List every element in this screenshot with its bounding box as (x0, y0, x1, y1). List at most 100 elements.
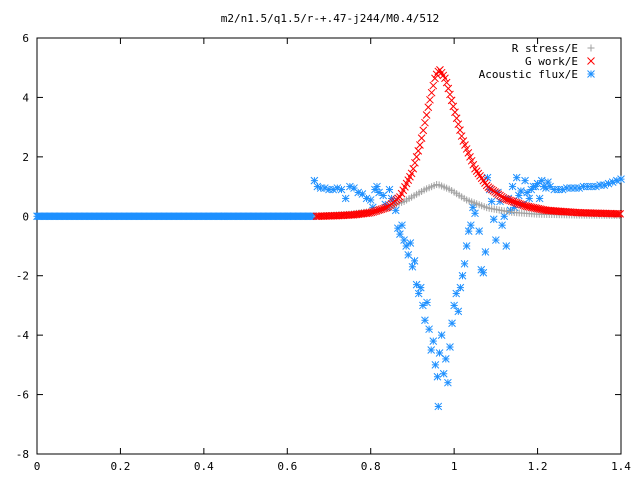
data-point (444, 84, 453, 93)
data-point (414, 289, 423, 298)
data-point (409, 164, 418, 173)
data-point (427, 88, 436, 97)
data-point (461, 141, 469, 149)
data-point (451, 108, 459, 117)
data-point (460, 259, 469, 268)
data-point (435, 349, 444, 357)
data-point (424, 103, 433, 112)
data-point (479, 268, 488, 277)
data-point (487, 197, 496, 206)
data-point (446, 343, 454, 351)
data-point (498, 221, 506, 230)
data-point (521, 176, 529, 185)
data-point (535, 194, 544, 203)
data-point (354, 188, 363, 197)
x-tick-label: 0.4 (194, 460, 214, 473)
x-tick-label: 0.8 (361, 460, 381, 473)
data-point (411, 158, 419, 167)
data-point (375, 188, 383, 197)
legend-marker (587, 70, 595, 78)
data-point (466, 221, 475, 230)
data-point (476, 172, 484, 180)
data-point (452, 289, 461, 298)
data-point (444, 378, 452, 387)
data-point (458, 271, 467, 280)
data-point (404, 251, 413, 259)
data-point (464, 149, 473, 157)
data-point (456, 126, 464, 134)
data-point (546, 182, 554, 191)
data-point (614, 209, 623, 218)
data-point (346, 182, 354, 191)
data-point (431, 74, 439, 83)
data-point (337, 185, 346, 194)
data-point (320, 184, 329, 192)
data-point (406, 239, 415, 247)
data-point (616, 210, 625, 218)
data-point (508, 182, 517, 191)
x-axis: 0 0.2 0.4 0.6 0.8 1 1.2 1.4 (34, 38, 631, 473)
data-point (462, 145, 471, 153)
y-tick-label: 4 (22, 91, 29, 104)
data-point (385, 185, 394, 194)
data-point (421, 316, 429, 325)
data-point (446, 90, 454, 99)
data-point (448, 319, 456, 328)
data-point (408, 262, 417, 271)
y-tick-label: 0 (22, 210, 29, 223)
y-tick-label: 6 (22, 32, 29, 45)
data-point (423, 298, 431, 307)
data-point (558, 185, 567, 194)
data-point (466, 153, 474, 161)
data-point (474, 169, 483, 178)
data-point (469, 160, 478, 169)
x-tick-label: 0 (34, 460, 41, 473)
y-axis: -8 -6 -4 -2 0 2 4 6 (16, 32, 621, 461)
data-point (457, 132, 466, 140)
data-point (283, 212, 292, 221)
plot-frame (36, 37, 622, 455)
data-point (362, 194, 371, 203)
data-point (537, 176, 546, 185)
data-point (469, 203, 477, 212)
data-point (449, 102, 458, 111)
data-point (459, 137, 468, 145)
data-point (471, 209, 479, 218)
data-point (427, 346, 436, 354)
data-point (416, 141, 424, 149)
data-point (479, 176, 488, 185)
data-point (433, 372, 442, 381)
data-point (364, 209, 373, 217)
data-point (517, 187, 525, 195)
data-point (426, 95, 434, 104)
data-point (402, 242, 411, 250)
data-point (410, 257, 419, 265)
legend-label: G work/E (525, 55, 578, 68)
data-point (425, 325, 433, 334)
x-tick-label: 1.2 (528, 460, 548, 473)
y-tick-label: -4 (16, 329, 30, 342)
data-point (416, 283, 425, 292)
data-point (366, 196, 375, 204)
chart-title: m2/n1.5/q1.5/r-+.47-j244/M0.4/512 (221, 12, 440, 25)
data-point (398, 221, 406, 230)
data-point (412, 280, 421, 289)
data-point (502, 242, 511, 250)
data-point (437, 331, 446, 339)
data-point (379, 191, 388, 200)
data-point (434, 402, 443, 411)
data-point (441, 355, 450, 363)
data-point (481, 248, 490, 256)
data-point (220, 212, 229, 221)
data-point (450, 301, 458, 310)
y-tick-label: -8 (16, 448, 29, 461)
data-point (467, 156, 476, 165)
data-point (358, 190, 367, 198)
x-tick-label: 1.4 (611, 460, 631, 473)
data-point (439, 369, 448, 378)
series-layer (33, 66, 625, 411)
data-point (414, 147, 423, 155)
data-point (472, 167, 481, 175)
